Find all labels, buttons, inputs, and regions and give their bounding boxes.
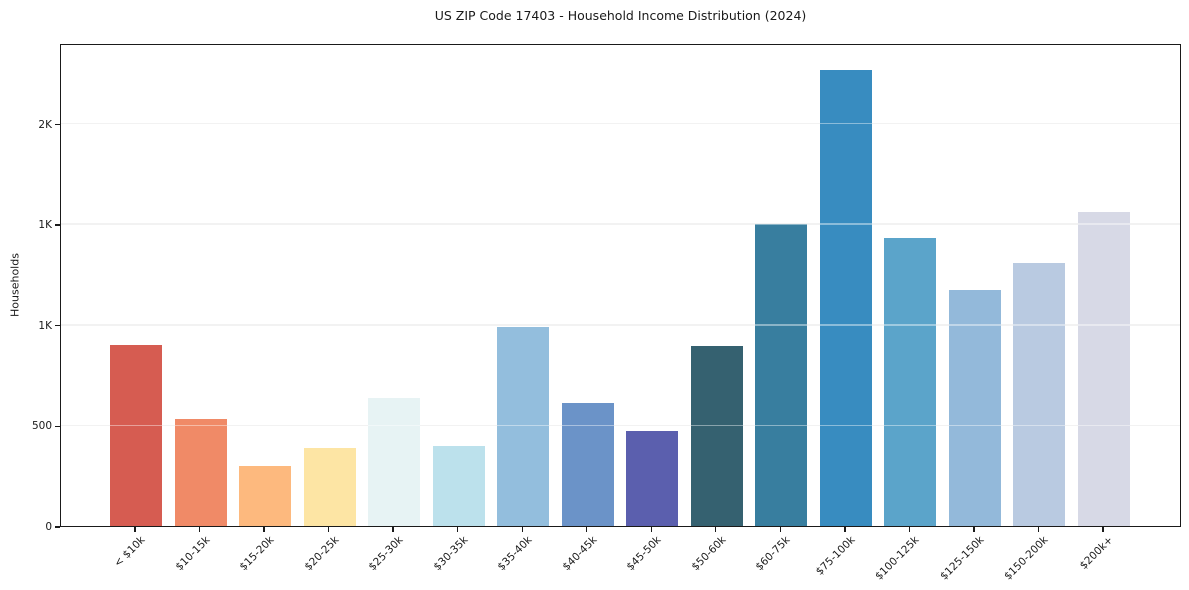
y-tick-label: 1K	[38, 319, 52, 332]
gridline	[61, 223, 1180, 225]
x-tick-label: $75-100k	[813, 534, 858, 578]
y-tick-mark	[55, 325, 60, 327]
y-tick-label: 500	[31, 420, 52, 433]
plot-area	[60, 44, 1181, 527]
bar-35-40k	[497, 326, 550, 526]
bar-20-25k	[303, 447, 356, 526]
bar-50-60k	[690, 345, 743, 526]
x-tick-label: $150-200k	[1002, 534, 1051, 583]
x-tick-mark	[263, 527, 265, 532]
x-tick-mark	[392, 527, 394, 532]
gridline-overlay	[61, 324, 1180, 326]
x-tick-label: $45-50k	[624, 534, 664, 574]
bar-30-35k	[432, 445, 485, 526]
bar-40-45k	[561, 402, 614, 526]
bar-125-150k	[948, 289, 1001, 526]
gridline	[61, 122, 1180, 125]
gridline-overlay	[61, 122, 1180, 125]
gridline	[61, 324, 1180, 326]
x-tick-label: $30-35k	[431, 534, 471, 574]
x-tick-mark	[1037, 527, 1040, 532]
x-tick-label: $125-150k	[937, 534, 987, 583]
x-tick-mark	[327, 527, 330, 532]
gridline-overlay-layer	[61, 45, 1180, 526]
y-tick-mark	[55, 425, 60, 428]
y-tick-mark	[55, 224, 60, 226]
bar-45-50k	[626, 430, 679, 526]
x-tick-mark	[650, 527, 652, 532]
gridline-overlay	[61, 424, 1180, 427]
x-tick-label: $40-45k	[560, 534, 600, 574]
bar-75-100k	[819, 70, 872, 526]
x-tick-mark	[973, 527, 975, 532]
x-tick-label: $15-20k	[237, 534, 277, 574]
x-tick-label: $100-125k	[873, 534, 922, 583]
x-tick-mark	[198, 527, 201, 532]
y-tick-mark	[55, 123, 60, 126]
x-tick-mark	[1102, 527, 1104, 532]
bar-60-75k	[755, 224, 808, 526]
bar-10-15k	[174, 418, 227, 526]
x-tick-mark	[779, 527, 781, 532]
x-tick-mark	[586, 527, 588, 532]
bar-200k+	[1078, 212, 1130, 526]
x-tick-mark	[457, 527, 459, 532]
x-tick-label: $10-15k	[172, 534, 213, 574]
bar-100-125k	[884, 238, 937, 526]
x-tick-label: $25-30k	[366, 534, 406, 574]
y-tick-label: 2K	[38, 118, 52, 131]
x-tick-label: $35-40k	[495, 534, 535, 574]
x-tick-label: $50-60k	[689, 534, 729, 574]
y-tick-label: 0	[45, 521, 52, 533]
gridline-overlay	[61, 223, 1180, 225]
y-tick-mark	[55, 526, 60, 528]
bar-150-200k	[1013, 263, 1066, 526]
x-tick-label: $200k+	[1077, 534, 1116, 572]
chart-title: US ZIP Code 17403 - Household Income Dis…	[434, 8, 807, 23]
x-tick-mark	[521, 527, 523, 532]
y-tick-label: 1K	[38, 219, 52, 232]
bar-10k	[110, 344, 162, 526]
x-tick-mark	[844, 527, 846, 532]
x-tick-label: $20-25k	[301, 534, 342, 574]
x-tick-label: < $10k	[111, 534, 148, 570]
bars-layer	[61, 45, 1180, 526]
x-tick-mark	[908, 527, 911, 532]
gridline	[61, 424, 1180, 427]
x-tick-mark	[715, 527, 717, 532]
bar-25-30k	[368, 397, 421, 526]
bar-15-20k	[239, 465, 292, 526]
x-tick-mark	[134, 527, 136, 532]
x-tick-label: $60-75k	[753, 534, 793, 574]
gridlines-layer	[61, 45, 1180, 526]
y-axis-title: Households	[8, 253, 22, 318]
